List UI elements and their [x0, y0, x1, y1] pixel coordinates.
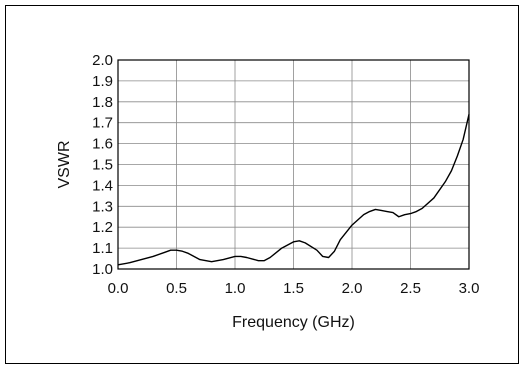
x-tick-label: 2.0 — [342, 280, 363, 297]
y-tick-label: 1.1 — [92, 240, 113, 257]
y-tick-label: 1.3 — [92, 198, 113, 215]
figure-frame — [5, 5, 519, 364]
plot-border — [117, 59, 470, 270]
x-tick-label: 1.5 — [283, 280, 304, 297]
y-tick-label: 1.2 — [92, 219, 113, 236]
y-tick-label: 2.0 — [92, 52, 113, 69]
x-tick-label: 0.5 — [166, 280, 187, 297]
x-tick-label: 1.0 — [225, 280, 246, 297]
y-tick-label: 1.5 — [92, 157, 113, 174]
y-tick-label: 1.0 — [92, 261, 113, 278]
x-tick-label: 2.5 — [400, 280, 421, 297]
x-axis-label: Frequency (GHz) — [232, 314, 355, 331]
grid-lines — [118, 60, 469, 269]
y-tick-label: 1.7 — [92, 115, 113, 132]
x-tick-labels: 0.0 0.5 1.0 1.5 2.0 2.5 3.0 — [108, 280, 480, 297]
y-axis-label: VSWR — [56, 141, 73, 189]
series-group — [117, 114, 470, 266]
y-tick-label: 1.4 — [92, 177, 113, 194]
y-tick-label: 1.8 — [92, 94, 113, 111]
x-tick-label: 0.0 — [108, 280, 129, 297]
vswr-series-line — [117, 114, 470, 266]
y-tick-labels: 1.0 1.1 1.2 1.3 1.4 1.5 1.6 1.7 1.8 1.9 2.0 — [92, 52, 113, 278]
x-tick-label: 3.0 — [459, 280, 480, 297]
y-tick-label: 1.6 — [92, 136, 113, 153]
y-tick-label: 1.9 — [92, 73, 113, 90]
